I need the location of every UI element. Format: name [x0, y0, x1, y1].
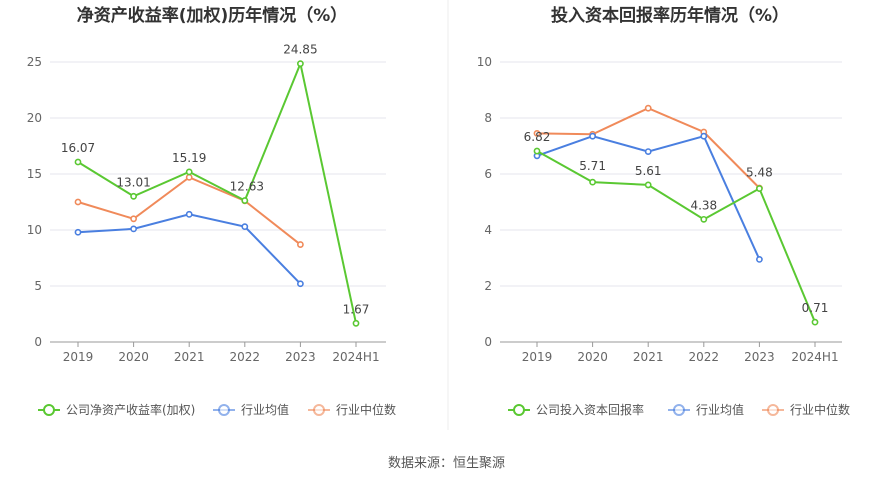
data-point[interactable] — [533, 129, 541, 137]
data-point[interactable] — [296, 241, 304, 248]
data-label: 4.38 — [690, 198, 717, 212]
data-point[interactable] — [644, 104, 652, 112]
data-label: 6.82 — [524, 130, 551, 144]
data-point[interactable] — [644, 181, 652, 189]
data-label: 0.71 — [802, 301, 829, 315]
x-tick-label: 2022 — [689, 350, 720, 364]
data-label: 5.71 — [579, 159, 606, 173]
legend-item[interactable]: 公司投入资本回报率 — [508, 402, 644, 417]
data-point[interactable] — [130, 225, 137, 233]
data-label: 12.63 — [230, 180, 264, 194]
chart-1: 净资产收益率(加权)历年情况（%） 0 5 10 15 20 25 2019 2020 2021 2… — [27, 5, 396, 417]
data-point[interactable] — [241, 197, 249, 204]
series-line — [536, 150, 816, 323]
data-point[interactable] — [185, 173, 193, 181]
legend-item[interactable]: 行业中位数 — [762, 402, 850, 417]
data-point[interactable] — [700, 132, 708, 140]
data-point[interactable] — [756, 255, 763, 263]
data-label: 1.67 — [343, 302, 370, 316]
legend-marker-icon — [513, 404, 525, 416]
x-tick-label: 2020 — [577, 350, 608, 364]
legend-label: 行业均值 — [696, 402, 744, 417]
legend-label: 公司投入资本回报率 — [536, 402, 644, 417]
chart-title: 投入资本回报率历年情况（%） — [551, 5, 789, 26]
x-tick-label: 2023 — [744, 350, 775, 364]
legend-marker-icon — [673, 404, 685, 416]
y-tick-label: 10 — [477, 55, 492, 69]
data-label: 13.01 — [116, 175, 150, 189]
data-label: 24.85 — [283, 43, 317, 57]
y-tick-label: 15 — [27, 167, 42, 181]
legend-label: 行业中位数 — [790, 402, 850, 417]
series-line — [77, 60, 357, 324]
legend-item[interactable]: 行业均值 — [213, 402, 289, 417]
data-source-note: 数据来源：恒生聚源 — [387, 456, 505, 471]
y-tick-label: 0 — [34, 335, 42, 349]
legend-label: 公司净资产收益率(加权) — [66, 402, 195, 417]
y-tick-label: 10 — [27, 223, 42, 237]
x-tick-label: 2022 — [230, 350, 261, 364]
data-point[interactable] — [589, 132, 596, 140]
data-point[interactable] — [185, 210, 193, 218]
x-tick-label: 2020 — [118, 350, 149, 364]
x-tick-label: 2019 — [522, 350, 553, 364]
x-tick-label: 2024H1 — [332, 350, 379, 364]
data-label: 5.48 — [746, 166, 773, 180]
data-point[interactable] — [533, 147, 541, 155]
data-label: 16.07 — [61, 141, 95, 155]
data-label: 5.61 — [635, 164, 662, 178]
data-point[interactable] — [352, 319, 360, 327]
data-point[interactable] — [644, 148, 652, 155]
chart-2: 投入资本回报率历年情况（%） 0 2 4 6 8 10 2019 2020 2021 2022 202… — [477, 5, 850, 417]
data-point[interactable] — [241, 223, 249, 231]
data-point[interactable] — [130, 192, 137, 200]
data-point[interactable] — [130, 215, 137, 223]
x-tick-label: 2024H1 — [791, 350, 838, 364]
legend-marker-icon — [218, 404, 230, 416]
x-tick-label: 2021 — [174, 350, 205, 364]
legend-label: 行业均值 — [241, 402, 289, 417]
data-point[interactable] — [296, 280, 304, 288]
series-line — [77, 213, 302, 285]
data-point[interactable] — [74, 198, 82, 206]
y-tick-label: 2 — [484, 279, 492, 293]
x-tick-label: 2023 — [285, 350, 316, 364]
legend-label: 行业中位数 — [336, 402, 396, 417]
legend-item[interactable]: 行业均值 — [668, 402, 744, 417]
data-point[interactable] — [700, 215, 708, 223]
x-tick-label: 2019 — [63, 350, 94, 364]
data-label: 15.19 — [172, 151, 206, 165]
data-point[interactable] — [74, 158, 82, 166]
data-point[interactable] — [811, 318, 819, 326]
y-tick-label: 20 — [27, 111, 42, 125]
legend-item[interactable]: 行业中位数 — [308, 402, 396, 417]
y-tick-label: 25 — [27, 55, 42, 69]
y-tick-label: 5 — [34, 279, 42, 293]
data-point[interactable] — [756, 185, 763, 192]
data-point[interactable] — [74, 228, 82, 236]
chart-title: 净资产收益率(加权)历年情况（%） — [77, 5, 348, 26]
data-point[interactable] — [185, 168, 193, 176]
x-tick-label: 2021 — [633, 350, 664, 364]
legend-item[interactable]: 公司净资产收益率(加权) — [38, 402, 195, 417]
legend-marker-icon — [43, 404, 55, 416]
legend-marker-icon — [767, 404, 779, 416]
y-tick-label: 8 — [484, 111, 492, 125]
y-tick-label: 4 — [484, 223, 492, 237]
data-point[interactable] — [589, 178, 596, 186]
y-tick-label: 0 — [484, 335, 492, 349]
data-point[interactable] — [296, 60, 304, 68]
y-tick-label: 6 — [484, 167, 492, 181]
legend-marker-icon — [313, 404, 325, 416]
